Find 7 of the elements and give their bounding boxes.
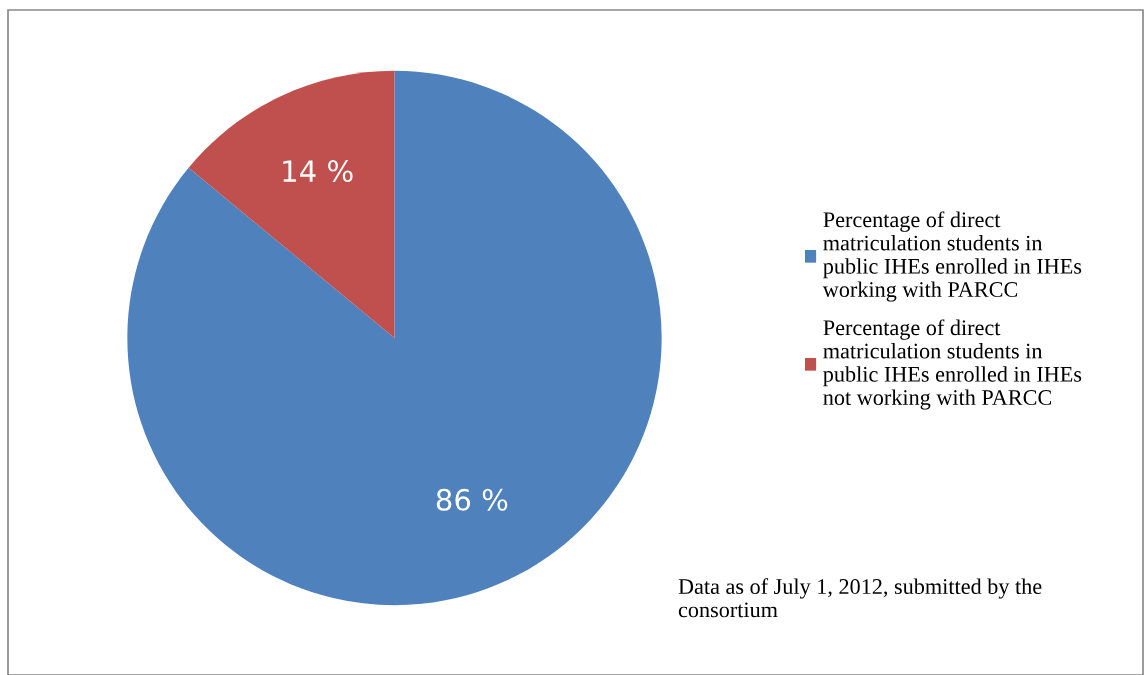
pie-slice [127,70,662,606]
data-label: 14 % [283,160,353,183]
legend-label: Percentage of direct matriculation students in public IHEs enrolled in IHEs not working with PARCC [823,319,1082,410]
legend-label: Percentage of direct matriculation students in public IHEs enrolled in IHEs working with PARCC [822,211,1082,302]
text: Data as of July 1, 2012, submitted by the consortium [678,578,1042,618]
pie-slice [188,70,395,338]
data-label: 86 % [436,488,508,511]
